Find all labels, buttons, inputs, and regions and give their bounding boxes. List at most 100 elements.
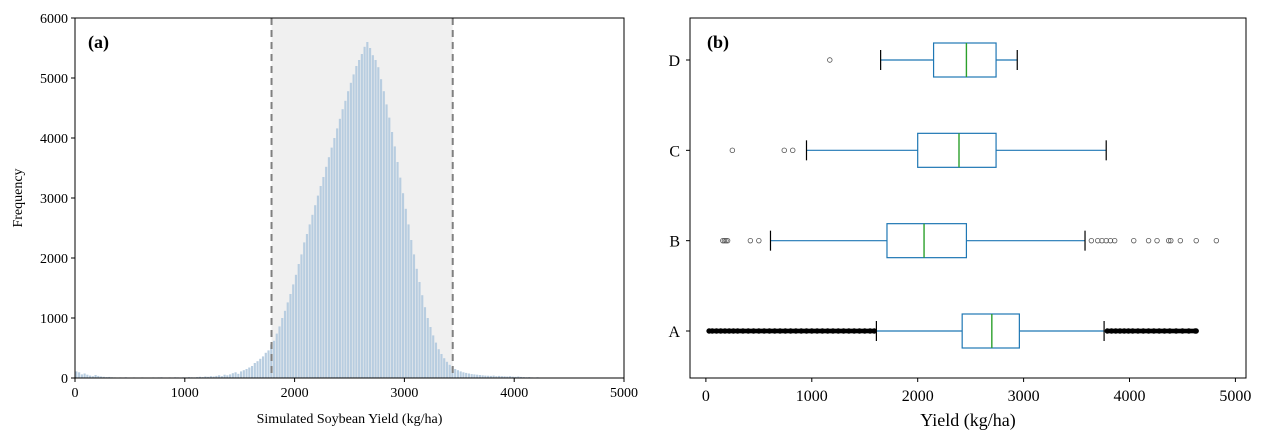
histogram-bar	[336, 128, 339, 378]
histogram-bar	[363, 46, 366, 379]
histogram-bar	[94, 375, 97, 378]
histogram-bar	[517, 376, 520, 378]
outlier-cluster-high	[1107, 328, 1197, 334]
histogram-bar	[371, 55, 374, 378]
boxplot-C	[729, 132, 1107, 168]
histogram-bar	[440, 354, 443, 378]
outlier-point	[747, 237, 754, 244]
histogram-bar	[108, 376, 111, 378]
histogram-bar	[281, 318, 284, 378]
outlier-point	[1193, 237, 1199, 244]
histogram-bar	[393, 146, 396, 378]
outlier-point	[827, 57, 833, 63]
histogram-bar	[519, 376, 523, 378]
histogram-bar	[314, 205, 317, 378]
outlier-point	[724, 237, 731, 244]
histogram-bar	[209, 376, 212, 378]
histogram-bar	[207, 376, 210, 378]
histogram-bar	[429, 327, 432, 378]
outlier-point	[1165, 237, 1172, 244]
boxplot-panel: 0 1000 2000 3000 4000 5000 A B C D (b) Yield (kg…	[668, 17, 1251, 431]
histogram-panel: 0 1000 2000 3000 4000 5000 0 1000 2000 3000 4000 5…	[11, 12, 638, 427]
histogram-bar	[248, 367, 251, 378]
histogram-bar	[100, 376, 103, 378]
outlier-point	[723, 237, 729, 244]
x-tick-label: 3000	[390, 386, 418, 401]
box	[917, 132, 997, 168]
histogram-bar	[467, 373, 470, 378]
histogram-bar	[316, 195, 320, 378]
histogram-bar	[97, 375, 100, 378]
histogram-bar	[289, 294, 292, 378]
boxplot-A	[706, 313, 1199, 349]
histogram-bar	[379, 79, 383, 378]
histogram-bar	[286, 302, 289, 378]
histogram-bar	[492, 375, 495, 378]
histogram-bar	[514, 376, 517, 378]
histogram-bar	[91, 376, 94, 378]
histogram-bar	[423, 307, 427, 378]
histogram-bar	[283, 310, 287, 378]
histogram-bar	[300, 254, 303, 378]
histogram-bar	[220, 376, 223, 378]
histogram-bar	[437, 349, 440, 378]
histogram-bar	[456, 370, 459, 378]
histogram-bar	[80, 374, 83, 378]
histogram-bar	[308, 224, 311, 378]
y-tick-label: 1000	[40, 312, 68, 327]
histogram-bar	[78, 372, 81, 378]
histogram-bar	[311, 214, 314, 378]
histogram-bar	[303, 242, 306, 378]
histogram-bar	[473, 374, 476, 378]
outlier-point	[1154, 237, 1160, 244]
histogram-bar	[338, 118, 341, 379]
histogram-bar	[325, 166, 328, 378]
panel-label-a: (a)	[88, 32, 109, 53]
x-tick-label: 3000	[1008, 388, 1040, 405]
histogram-bar	[275, 333, 278, 378]
histogram-bar	[487, 375, 490, 378]
histogram-bar	[503, 376, 506, 378]
histogram-bar	[83, 373, 86, 378]
histogram-bar	[478, 375, 481, 378]
outlier-point	[756, 237, 762, 244]
histogram-bar	[245, 369, 248, 378]
x-tick-label: 4000	[1114, 388, 1146, 405]
histogram-bar	[75, 371, 78, 378]
histogram-bar	[264, 352, 267, 378]
histogram-bar	[327, 157, 330, 378]
x-axis-label-b: Yield (kg/ha)	[920, 410, 1015, 431]
outlier-point	[781, 147, 787, 154]
histogram-bars	[75, 42, 597, 379]
histogram-bar	[259, 358, 262, 378]
histogram-bar	[481, 375, 484, 378]
boxplot-D	[827, 42, 1018, 78]
histogram-bar	[360, 54, 363, 378]
histogram-bar	[270, 344, 273, 378]
outlier-cluster-low	[709, 328, 875, 334]
histogram-bar	[498, 375, 501, 378]
histogram-bar	[509, 376, 512, 378]
histogram-bar	[500, 376, 503, 378]
histogram-bar	[399, 177, 402, 378]
histogram-bar	[382, 91, 385, 378]
histogram-bar	[322, 177, 325, 378]
x-tick-label: 1000	[171, 386, 199, 401]
x-tick-label: 5000	[1219, 388, 1251, 405]
plot-frame-b	[689, 17, 1247, 379]
histogram-bar	[231, 373, 234, 378]
outlier-point	[1213, 237, 1220, 244]
x-axis-b: 0 1000 2000 3000 4000 5000	[702, 378, 1251, 405]
histogram-bar	[355, 66, 358, 378]
histogram-bar	[410, 240, 413, 378]
x-tick-label: 0	[702, 388, 710, 405]
outlier-point	[1145, 237, 1152, 244]
histogram-bar	[272, 340, 276, 378]
histogram-bar	[226, 375, 229, 378]
histogram-bar	[250, 366, 254, 378]
histogram-bar	[267, 350, 270, 378]
histogram-bar	[374, 60, 377, 378]
y-tick-label: 2000	[40, 252, 68, 267]
histogram-bar	[352, 74, 355, 379]
